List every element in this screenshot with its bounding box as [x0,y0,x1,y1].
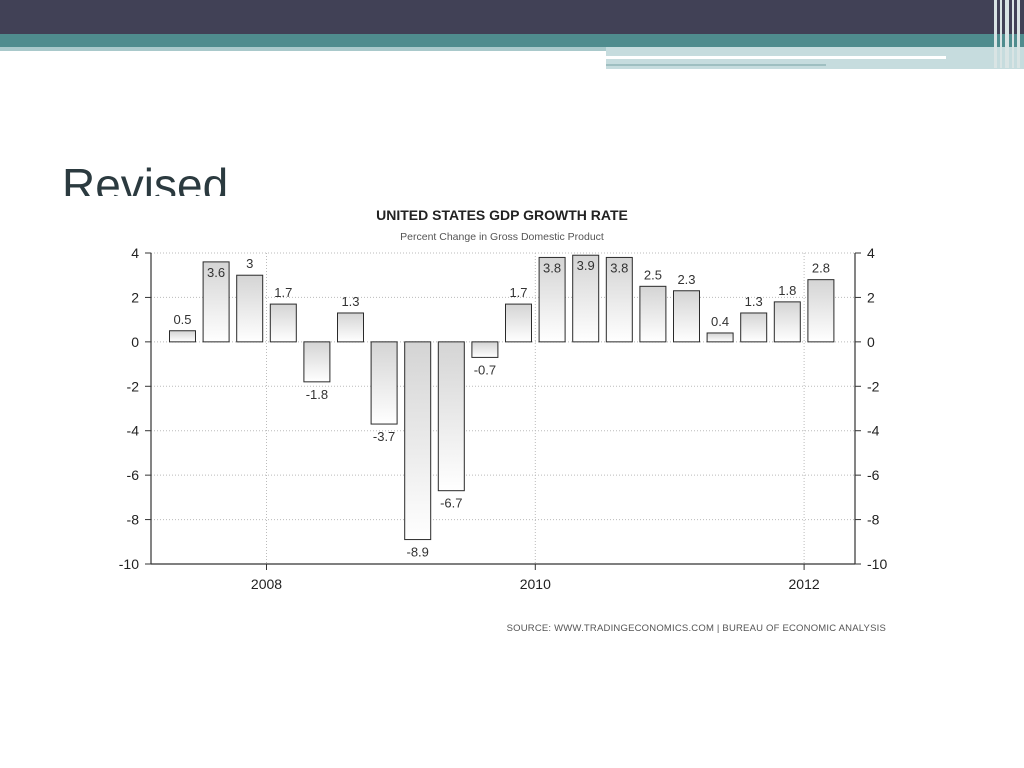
y-tick-label-left: 0 [131,334,139,350]
bar-value-label: -0.7 [474,362,496,377]
x-tick-label: 2010 [520,576,551,592]
bar-value-label: 2.8 [812,261,830,276]
bar [471,341,499,358]
bar-value-label: 3.9 [577,258,595,273]
chart-source: SOURCE: WWW.TRADINGECONOMICS.COM | BUREA… [507,623,886,634]
bar [673,290,700,343]
chart-background [0,196,1024,646]
slide-header-line-thin [606,64,826,66]
bar-value-label: 2.5 [644,267,662,282]
chart-grid [151,252,855,564]
bar [370,341,398,425]
bar [269,303,297,343]
bar [639,285,667,343]
bar [740,312,768,343]
bar-value-label: 3.8 [610,260,628,275]
bar-value-label: -6.7 [440,496,462,511]
bar-value-label: 1.7 [274,285,292,300]
bar-value-label: 1.8 [778,283,796,298]
bar-value-label: 0.4 [711,314,729,329]
y-tick-label-right: -10 [867,556,887,572]
bar-value-label: 3 [246,256,253,271]
bar-value-label: 1.3 [745,294,763,309]
bar [303,341,331,383]
slide-header-line [606,56,946,59]
slide-header-bar [0,0,1024,34]
bar-value-label: -8.9 [406,545,428,560]
y-tick-label-right: 4 [867,245,875,261]
y-tick-label-left: -4 [127,423,140,439]
bar [236,274,264,343]
slide-header-ornament [990,0,1024,68]
y-tick-label-right: -2 [867,378,880,394]
slide-header-stripe [0,47,606,51]
bar [572,254,600,343]
bar-value-label: 1.7 [509,285,527,300]
bar-value-label: 3.8 [543,260,561,275]
x-tick-label: 2008 [251,576,282,592]
y-tick-label-right: -4 [867,423,880,439]
bar [807,279,835,343]
y-tick-label-right: 0 [867,334,875,350]
bar [169,330,196,343]
bar [202,261,230,343]
x-tick-label: 2012 [789,576,820,592]
bar [437,341,465,492]
y-tick-label-left: -10 [119,556,139,572]
bar [538,256,566,343]
y-tick-label-right: 2 [867,289,875,305]
bar-value-label: -3.7 [373,429,395,444]
bar-value-label: 3.6 [207,265,225,280]
bar [773,301,801,343]
chart-title: UNITED STATES GDP GROWTH RATE [376,207,628,223]
y-tick-label-left: -6 [127,467,140,483]
y-tick-label-left: -8 [127,512,140,528]
bar-value-label: 2.3 [677,272,695,287]
y-tick-label-left: 2 [131,289,139,305]
chart-subtitle: Percent Change in Gross Domestic Product [400,231,604,243]
y-tick-label-right: -8 [867,512,880,528]
bar [605,256,633,343]
y-tick-label-right: -6 [867,467,880,483]
slide-header-band [0,34,1024,47]
bar [404,341,432,541]
y-tick-label-left: 4 [131,245,139,261]
bar [505,303,532,343]
chart-bars: 0.5 3.6 3 1.7 -1.8 1.3 -3.7 -8.9 -6.7 -0.7 1.7 3.8 3… [169,254,835,560]
bar [337,312,364,343]
bar-value-label: 0.5 [173,312,191,327]
bar-value-label: -1.8 [306,387,328,402]
bar [706,332,734,343]
chart-axes: 4 4 2 2 0 0 -2 -2 -4 -4 -6 -6 -8 -8 -10 -10 2008 2010 2012 [119,245,888,592]
y-tick-label-left: -2 [127,378,140,394]
bar-value-label: 1.3 [341,294,359,309]
